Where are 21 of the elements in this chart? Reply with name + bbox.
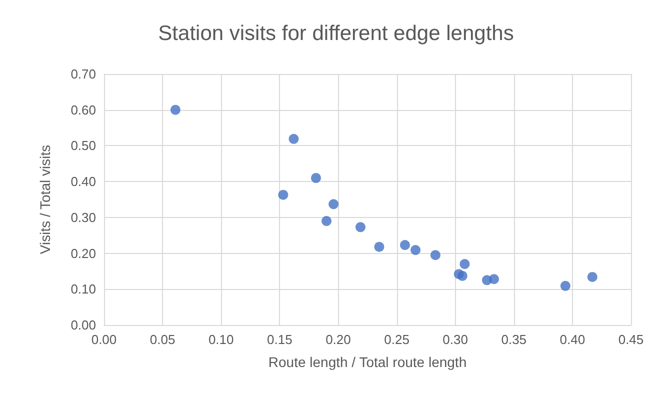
y-tick-label: 0.50: [70, 138, 96, 154]
x-tick-label: 0.35: [501, 332, 527, 347]
x-tick-label: 0.05: [150, 332, 176, 347]
y-tick-label: 0.00: [70, 318, 96, 332]
y-tick-label: 0.30: [70, 210, 96, 225]
x-tick-label: 0.45: [618, 332, 644, 347]
y-tick-label: 0.70: [70, 66, 96, 82]
x-tick-label: 0.15: [267, 332, 292, 347]
chart-title: Station visits for different edge lengths: [158, 22, 514, 45]
y-tick-label: 0.10: [70, 282, 96, 297]
x-tick-label: 0.00: [91, 332, 117, 347]
x-tick-label: 0.10: [208, 332, 234, 347]
y-tick-label: 0.20: [70, 246, 96, 261]
x-tick-label: 0.25: [384, 332, 410, 347]
x-tick-label: 0.40: [560, 332, 586, 347]
x-tick-label: 0.30: [442, 332, 468, 347]
y-axis-title: Visits / Total visits: [37, 144, 53, 254]
x-tick-label: 0.20: [326, 332, 351, 347]
y-tick-label: 0.40: [70, 174, 96, 190]
x-axis-title: Route length / Total route length: [268, 354, 467, 370]
y-tick-label: 0.60: [70, 102, 96, 118]
